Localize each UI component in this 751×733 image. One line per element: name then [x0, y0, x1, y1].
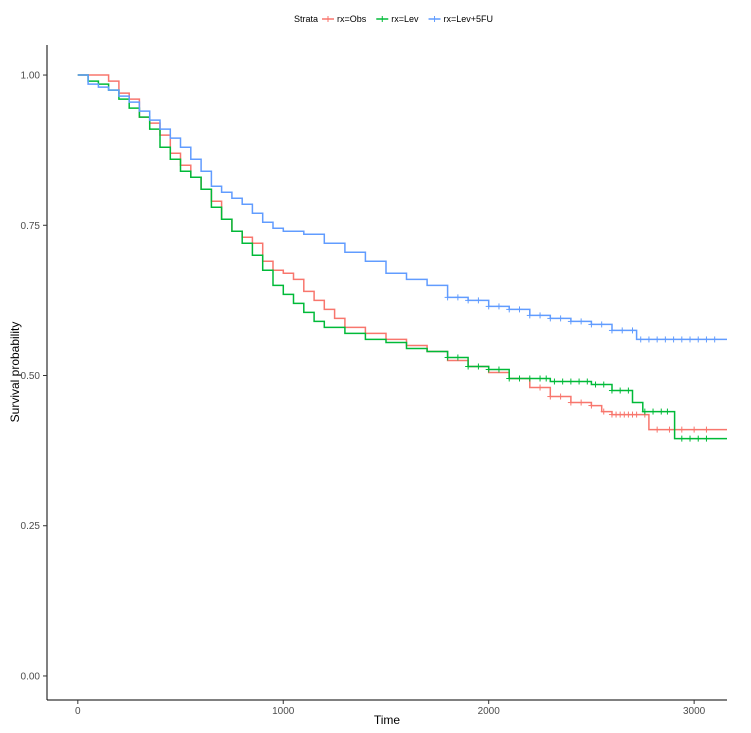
- y-axis-title: Survival probability: [8, 322, 22, 423]
- x-tick-label: 3000: [683, 706, 706, 717]
- y-tick-label: 1.00: [21, 71, 41, 82]
- y-tick-label: 0.25: [21, 521, 41, 532]
- series-rx-obs: [77, 74, 727, 433]
- y-tick-label: 0.50: [21, 371, 41, 382]
- x-axis-ticks: 0 1000 2000 3000: [75, 700, 706, 717]
- legend-item-rx-lev: rx=Lev: [376, 14, 419, 24]
- legend-label: rx=Lev: [391, 14, 419, 24]
- x-tick-label: 2000: [478, 706, 501, 717]
- survival-curve-rx-obs: [77, 74, 727, 431]
- survival-curve-rx-lev-5fu: [77, 74, 727, 341]
- legend: Strata rx=Obs rx=Lev rx=Lev+5FU: [294, 14, 493, 24]
- legend-label: rx=Obs: [337, 14, 367, 24]
- x-axis-title: Time: [374, 713, 401, 727]
- x-tick-label: 1000: [272, 706, 295, 717]
- x-tick-label: 0: [75, 706, 81, 717]
- series-rx-lev-5fu: [77, 74, 727, 343]
- plot-area: [77, 74, 727, 442]
- y-tick-label: 0.75: [21, 221, 41, 232]
- survival-curve-rx-lev: [77, 74, 727, 440]
- legend-item-rx-obs: rx=Obs: [322, 14, 367, 24]
- legend-item-rx-lev-5fu: rx=Lev+5FU: [428, 14, 494, 24]
- y-axis-ticks: 0.00 0.25 0.50 0.75 1.00: [21, 71, 47, 682]
- legend-title: Strata: [294, 14, 318, 24]
- legend-label: rx=Lev+5FU: [444, 14, 494, 24]
- series-rx-lev: [77, 74, 727, 442]
- y-tick-label: 0.00: [21, 671, 41, 682]
